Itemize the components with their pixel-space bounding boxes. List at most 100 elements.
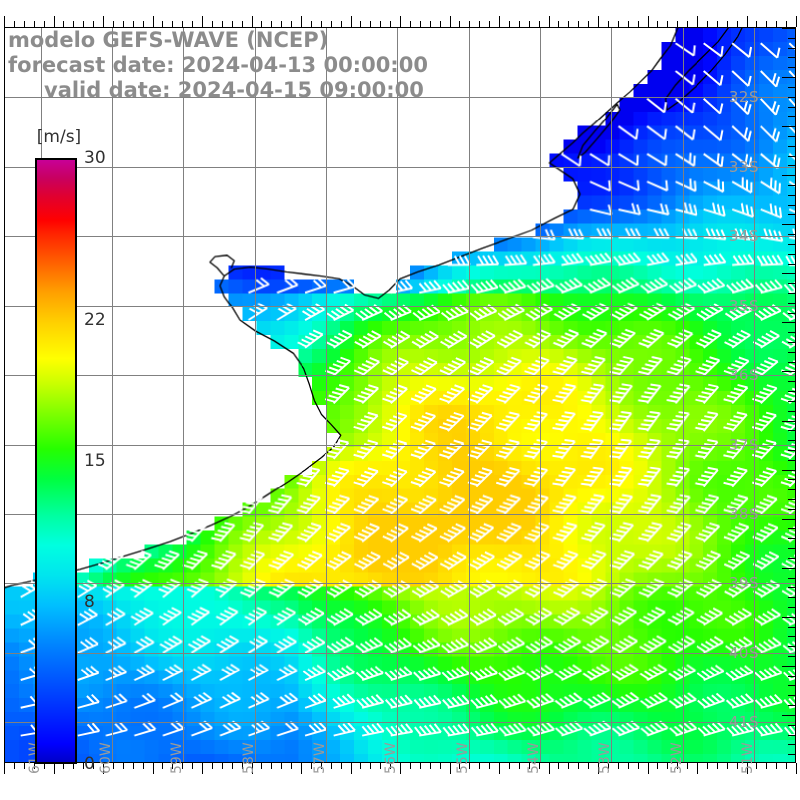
axis-tick <box>63 763 65 769</box>
axis-tick <box>538 763 540 769</box>
wind-speed-raster <box>5 28 795 762</box>
axis-tick <box>788 430 795 432</box>
axis-tick <box>788 557 795 559</box>
axis-tick <box>657 763 659 769</box>
axis-tick <box>786 21 788 27</box>
axis-tick <box>390 763 392 769</box>
axis-tick <box>489 763 491 769</box>
axis-tick <box>241 21 243 27</box>
axis-tick <box>796 15 797 27</box>
longitude-label: 54W <box>526 742 543 774</box>
axis-tick <box>647 15 649 27</box>
latitude-label: 34S <box>728 227 759 246</box>
axis-tick <box>281 763 283 769</box>
axis-tick <box>607 763 609 769</box>
grid-line-parallel <box>5 167 795 168</box>
axis-tick <box>788 145 795 147</box>
axis-tick <box>301 763 302 775</box>
axis-tick <box>23 763 25 769</box>
axis-tick <box>788 351 795 353</box>
axis-tick <box>781 273 795 275</box>
axis-tick <box>558 763 560 769</box>
axis-tick <box>251 763 253 775</box>
axis-tick <box>781 77 795 79</box>
axis-tick <box>489 21 491 27</box>
axis-tick <box>788 332 795 334</box>
axis-tick <box>788 489 795 491</box>
bottom-tick-rail <box>4 763 797 777</box>
axis-tick <box>429 763 431 769</box>
axis-tick <box>788 528 795 530</box>
axis-tick <box>716 21 718 27</box>
axis-tick <box>788 410 795 412</box>
axis-tick <box>439 763 441 769</box>
axis-tick <box>788 106 795 108</box>
axis-tick <box>588 21 590 27</box>
axis-tick <box>350 15 352 27</box>
axis-tick <box>788 194 795 196</box>
axis-tick <box>409 21 411 27</box>
axis-tick <box>697 763 698 775</box>
axis-tick <box>788 342 795 344</box>
axis-tick <box>781 224 795 226</box>
axis-tick <box>370 763 372 769</box>
axis-tick <box>788 381 795 383</box>
axis-tick <box>788 67 795 69</box>
axis-tick <box>211 21 213 27</box>
axis-tick <box>93 21 95 27</box>
latitude-label: 38S <box>728 505 759 524</box>
axis-tick <box>13 763 15 769</box>
axis-tick <box>788 57 795 59</box>
axis-tick <box>261 763 263 769</box>
longitude-label: 55W <box>454 742 471 774</box>
axis-tick <box>781 469 795 471</box>
axis-tick <box>112 763 114 769</box>
axis-tick <box>142 763 144 769</box>
colorbar: [m/s] 30 22 15 8 0 <box>30 127 106 774</box>
axis-tick <box>419 21 421 27</box>
axis-tick <box>202 763 203 775</box>
axis-tick <box>766 763 768 769</box>
axis-tick <box>788 636 795 638</box>
grid-line-parallel <box>5 722 795 723</box>
axis-tick <box>776 21 778 27</box>
axis-tick <box>310 763 312 769</box>
axis-tick <box>4 763 5 775</box>
axis-tick <box>781 322 795 324</box>
grid-line-parallel <box>5 583 795 584</box>
axis-tick <box>716 763 718 769</box>
grid-line-meridian <box>255 28 256 762</box>
axis-tick <box>796 763 797 775</box>
axis-tick <box>788 724 795 726</box>
axis-tick <box>350 763 352 775</box>
axis-tick <box>627 763 629 769</box>
map-plot-area[interactable]: 32S 33S 34S 35S 36S 37S 38S 39S 40S 41S <box>4 27 796 763</box>
axis-tick <box>459 21 461 27</box>
axis-tick <box>469 21 471 27</box>
colorbar-tick: 22 <box>84 309 106 330</box>
axis-tick <box>211 763 213 769</box>
axis-tick <box>172 763 174 769</box>
axis-tick <box>548 15 550 27</box>
axis-tick <box>788 626 795 628</box>
axis-tick <box>598 763 599 775</box>
axis-tick <box>788 253 795 255</box>
axis-tick <box>528 21 530 27</box>
grid-line-meridian <box>326 28 327 762</box>
axis-tick <box>291 763 293 769</box>
axis-tick <box>142 21 144 27</box>
axis-tick <box>53 15 55 27</box>
latitude-label: 37S <box>728 435 759 454</box>
axis-tick <box>182 763 184 769</box>
axis-tick <box>637 21 639 27</box>
grid-line-parallel <box>5 375 795 376</box>
axis-tick <box>781 567 795 569</box>
axis-tick <box>400 15 401 27</box>
axis-tick <box>172 21 174 27</box>
axis-tick <box>788 499 795 501</box>
axis-tick <box>788 47 795 49</box>
axis-tick <box>390 21 392 27</box>
axis-tick <box>781 518 795 520</box>
axis-tick <box>439 21 441 27</box>
axis-tick <box>788 283 795 285</box>
